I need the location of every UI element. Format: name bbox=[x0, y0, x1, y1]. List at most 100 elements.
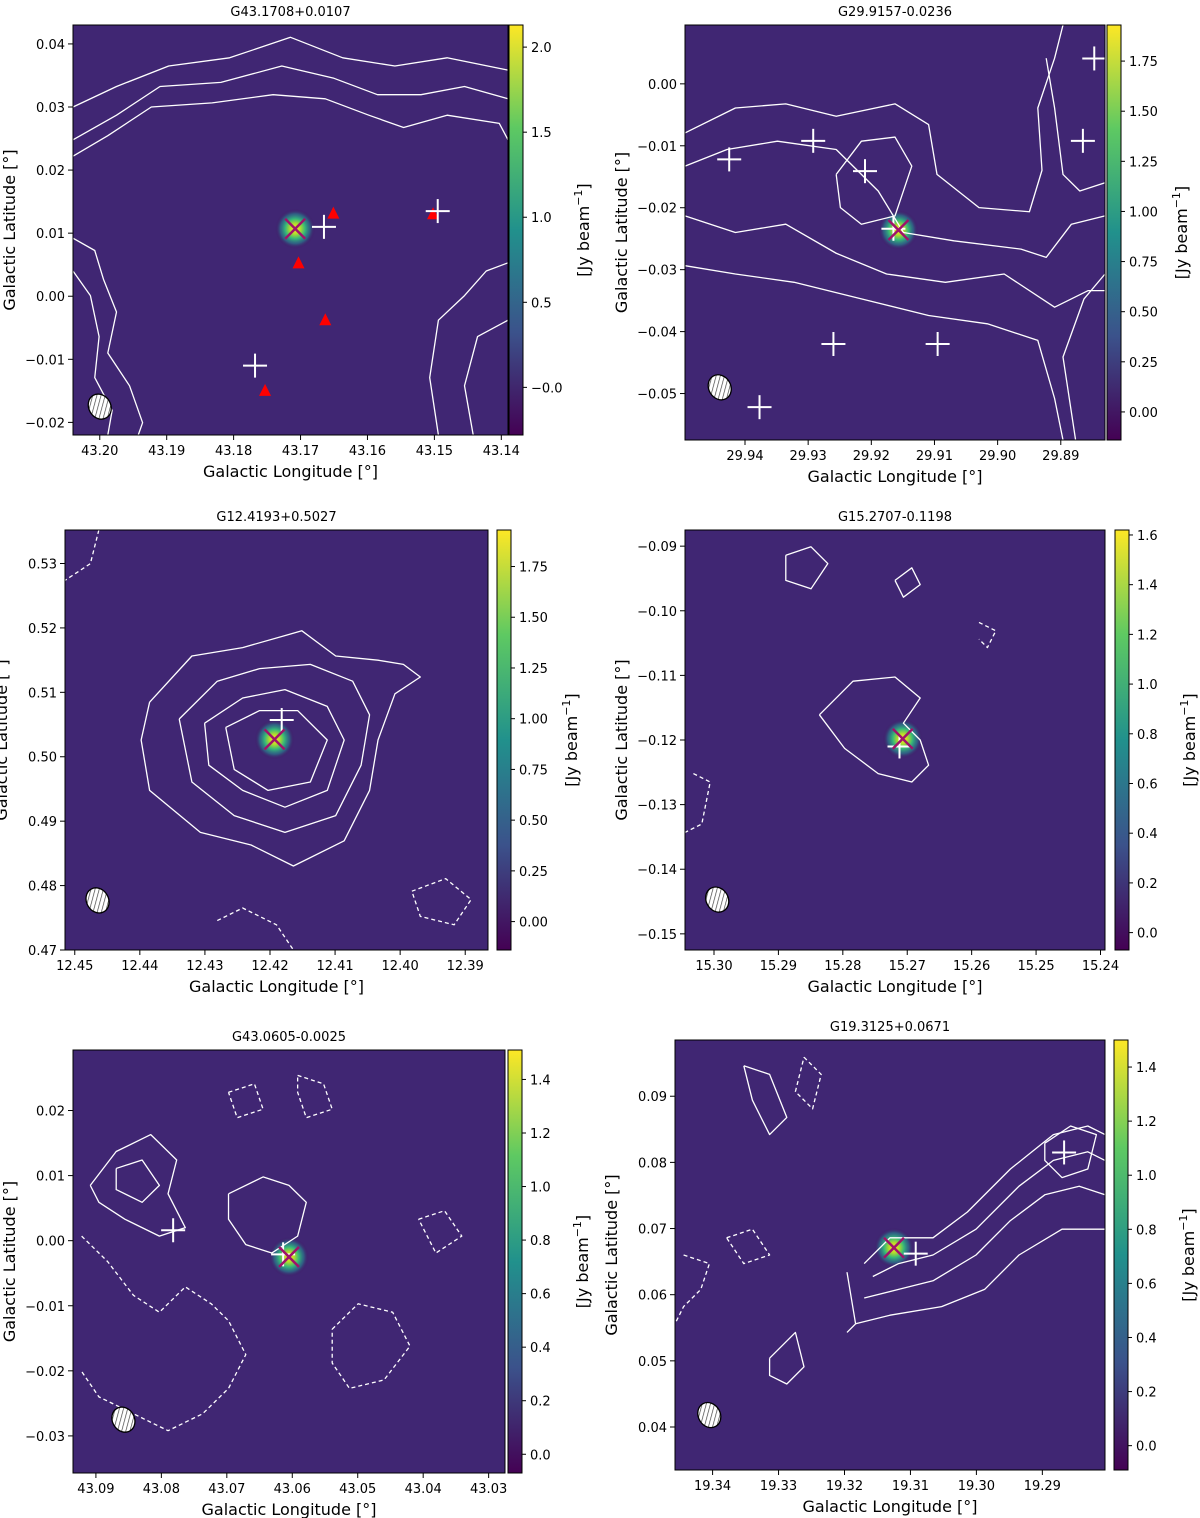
y-axis-label: Galactic Latitude [°] bbox=[612, 659, 631, 820]
y-tick-label: −0.15 bbox=[637, 928, 677, 943]
colorbar-tick-label: 1.2 bbox=[530, 1127, 551, 1142]
x-tick-label: 43.07 bbox=[208, 1482, 245, 1497]
y-axis-label: Galactic Latitude [°] bbox=[612, 152, 631, 313]
contour-line bbox=[1045, 58, 1106, 192]
colorbar-label: [Jy beam−1] bbox=[560, 693, 581, 786]
x-tick-label: 15.28 bbox=[824, 959, 861, 974]
x-tick-label: 43.04 bbox=[405, 1482, 442, 1497]
colorbar-tick-label: 0.50 bbox=[1129, 306, 1158, 321]
y-tick-label: 0.50 bbox=[28, 751, 57, 766]
x-tick-label: 43.19 bbox=[148, 444, 185, 459]
plus-marker bbox=[243, 353, 268, 378]
colorbar bbox=[496, 529, 512, 951]
y-tick-label: 0.04 bbox=[36, 38, 65, 53]
y-tick-label: −0.02 bbox=[25, 416, 65, 431]
y-axis-label: Galactic Latitude [°] bbox=[602, 1174, 621, 1335]
source-cross bbox=[263, 728, 286, 751]
maser-triangle bbox=[292, 256, 305, 269]
source-cross bbox=[278, 1246, 300, 1268]
x-tick-label: 19.31 bbox=[892, 1479, 929, 1494]
contour-line bbox=[768, 1331, 805, 1385]
contour-line bbox=[203, 688, 345, 808]
contour-line bbox=[863, 1125, 1106, 1265]
panel-3: 12.45 12.44 12.43 12.42 12.41 12.40 12.39 0.47 0… bbox=[0, 510, 581, 996]
x-tick-label: 43.20 bbox=[81, 444, 118, 459]
y-tick-label: −0.03 bbox=[637, 264, 677, 279]
x-tick-label: 12.40 bbox=[382, 959, 419, 974]
y-tick-label: 0.51 bbox=[28, 686, 57, 701]
plus-marker bbox=[269, 708, 294, 733]
colorbar-tick-label: 0.0 bbox=[530, 1448, 551, 1463]
colorbar bbox=[1114, 529, 1130, 951]
negative-contour bbox=[418, 1210, 463, 1254]
colorbar bbox=[1113, 1039, 1129, 1471]
maser-triangle bbox=[427, 207, 440, 220]
colorbar-tick-label: 0.8 bbox=[1137, 728, 1158, 743]
x-tick-label: 29.93 bbox=[790, 449, 827, 464]
colorbar bbox=[508, 24, 524, 436]
x-tick-label: 29.94 bbox=[726, 449, 763, 464]
maser-triangle bbox=[319, 313, 332, 326]
contour-line bbox=[429, 262, 509, 436]
y-tick-label: −0.13 bbox=[637, 799, 677, 814]
y-tick-label: −0.02 bbox=[25, 1365, 65, 1380]
contour-line bbox=[684, 265, 1064, 441]
x-tick-label: 12.43 bbox=[186, 959, 223, 974]
colorbar-tick-label: 0.00 bbox=[519, 916, 548, 931]
colorbar-tick-label: 0.2 bbox=[1136, 1386, 1157, 1401]
y-tick-label: 0.07 bbox=[638, 1223, 667, 1238]
contour-line bbox=[785, 546, 829, 590]
colorbar-tick-label: 0.5 bbox=[531, 296, 552, 311]
colorbar-tick-label: 0.0 bbox=[1137, 927, 1158, 942]
y-tick-label: 0.53 bbox=[28, 557, 57, 572]
x-tick-label: 43.14 bbox=[483, 444, 520, 459]
colorbar-tick-label: 1.00 bbox=[1129, 205, 1158, 220]
beam-ellipse bbox=[85, 887, 110, 914]
x-axis-label: Galactic Longitude [°] bbox=[189, 977, 364, 996]
contour-line bbox=[89, 1133, 186, 1237]
x-axis-label: Galactic Longitude [°] bbox=[203, 462, 378, 481]
y-tick-label: −0.02 bbox=[637, 202, 677, 217]
x-tick-label: 29.91 bbox=[916, 449, 953, 464]
colorbar bbox=[507, 1049, 523, 1474]
colorbar-tick-label: 1.0 bbox=[531, 211, 552, 226]
contour-line bbox=[463, 319, 509, 436]
colorbar-tick-label: 0.4 bbox=[530, 1341, 551, 1356]
plus-marker bbox=[1070, 128, 1095, 153]
x-axis-label: Galactic Longitude [°] bbox=[808, 467, 983, 486]
colorbar-tick-label: 1.0 bbox=[1136, 1169, 1157, 1184]
source-cross bbox=[887, 219, 910, 241]
panel-2: 29.94 29.93 29.92 29.91 29.90 29.89 −0.05 −0.04… bbox=[612, 5, 1191, 486]
x-axis-label: Galactic Longitude [°] bbox=[803, 1497, 978, 1516]
y-tick-label: 0.00 bbox=[36, 1235, 65, 1250]
y-tick-label: 0.48 bbox=[28, 880, 57, 895]
colorbar-tick-label: 0.75 bbox=[1129, 256, 1158, 271]
y-tick-label: 0.49 bbox=[28, 815, 57, 830]
negative-contour bbox=[794, 1056, 822, 1110]
source-cross bbox=[284, 217, 307, 240]
y-tick-label: 0.04 bbox=[638, 1421, 667, 1436]
axes-frame bbox=[674, 1039, 1106, 1471]
colorbar-tick-label: 1.2 bbox=[1137, 628, 1158, 643]
y-tick-label: −0.14 bbox=[637, 863, 677, 878]
axes-frame bbox=[72, 1049, 506, 1474]
colorbar-tick-label: 0.4 bbox=[1137, 827, 1158, 842]
y-tick-label: 0.02 bbox=[36, 164, 65, 179]
negative-contour bbox=[296, 1074, 333, 1119]
x-tick-label: 19.33 bbox=[760, 1479, 797, 1494]
y-tick-label: 0.02 bbox=[36, 1105, 65, 1120]
colorbar-label: [Jy beam−1] bbox=[1177, 1208, 1198, 1301]
x-tick-label: 12.44 bbox=[121, 959, 158, 974]
negative-contour bbox=[684, 773, 711, 833]
beam-ellipse bbox=[697, 1401, 722, 1429]
colorbar-tick-label: 1.5 bbox=[531, 126, 552, 141]
y-tick-label: −0.05 bbox=[637, 388, 677, 403]
x-tick-label: 12.42 bbox=[251, 959, 288, 974]
colorbar-tick-label: 0.25 bbox=[519, 865, 548, 880]
colorbar-tick-label: 1.4 bbox=[1137, 579, 1158, 594]
contour-line bbox=[872, 1151, 1106, 1278]
panel-6: 19.34 19.33 19.32 19.31 19.30 19.29 0.04 0.05 0.… bbox=[602, 1020, 1198, 1516]
x-tick-label: 43.09 bbox=[77, 1482, 114, 1497]
x-tick-label: 15.27 bbox=[889, 959, 926, 974]
contour-line bbox=[72, 237, 144, 436]
